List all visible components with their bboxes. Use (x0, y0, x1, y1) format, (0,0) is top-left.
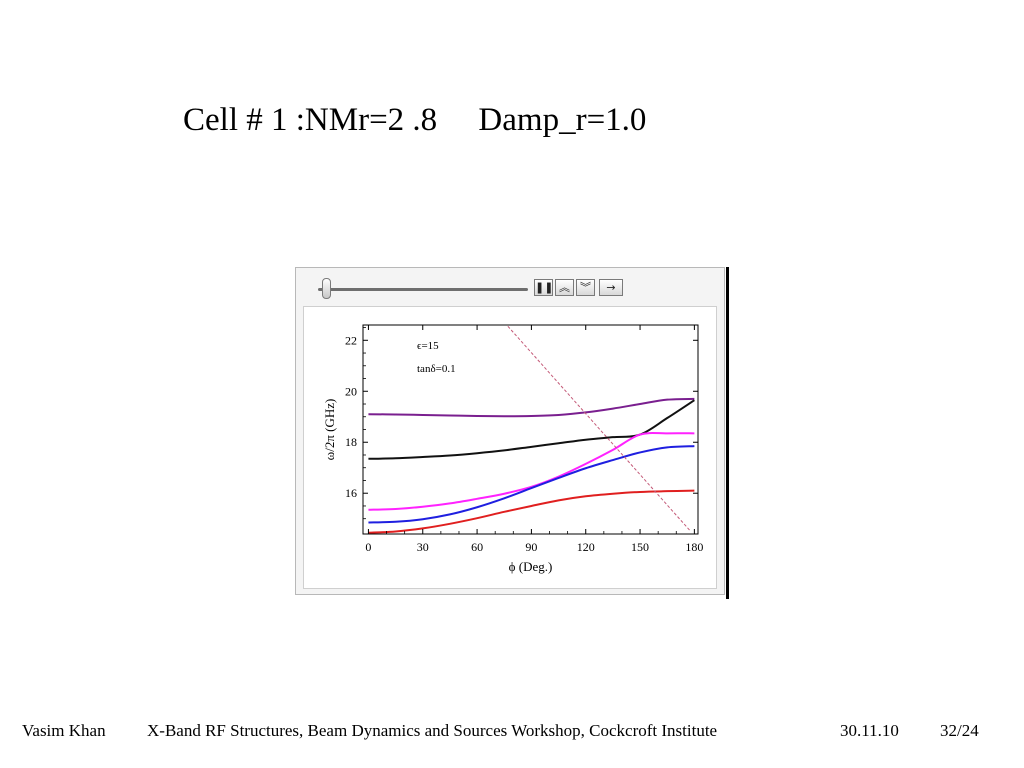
dispersion-series-1 (368, 397, 695, 418)
double-chevron-down-icon: ︾ (580, 281, 591, 294)
x-tick-label: 150 (631, 540, 649, 554)
series-layer (368, 325, 695, 534)
pause-icon: ❚❚ (535, 281, 554, 294)
footer-author: Vasim Khan (22, 721, 106, 740)
plot-frame (362, 324, 699, 535)
x-tick-label: 90 (525, 540, 537, 554)
slower-button[interactable]: ︾ (576, 279, 595, 296)
footer-date: 30.11.10 (840, 721, 899, 740)
y-tick-label: 20 (345, 384, 357, 398)
dispersion-series-2 (368, 399, 695, 460)
animation-slider-track[interactable] (318, 288, 528, 291)
annotation-epsilon: ϵ=15 (417, 340, 439, 352)
dispersion-chart: 0 30 60 90 120 150 180 16 18 20 22 ϵ=15 tanδ=0.1 ϕ… (322, 324, 703, 574)
double-chevron-up-icon: ︽ (559, 281, 570, 294)
y-tick-label: 18 (345, 435, 357, 449)
y-tick-label: 16 (345, 486, 357, 500)
annotation-tan-delta: tanδ=0.1 (417, 363, 456, 375)
slide-divider-bar (726, 267, 729, 599)
ticks-layer: 0 30 60 90 120 150 180 16 18 20 22 (345, 325, 703, 554)
x-tick-label: 30 (417, 540, 429, 554)
x-axis-label: ϕ (Deg.) (509, 559, 553, 574)
footer-page-number: 32/24 (940, 721, 979, 740)
direction-button[interactable]: → (599, 279, 623, 296)
x-tick-label: 60 (471, 540, 483, 554)
footer-event: X-Band RF Structures, Beam Dynamics and … (147, 721, 718, 740)
y-axis-label: ω/2π (GHz) (322, 399, 337, 461)
plot-panel: 0 30 60 90 120 150 180 16 18 20 22 ϵ=15 tanδ=0.1 ϕ… (303, 306, 717, 589)
dispersion-series-3 (368, 432, 695, 511)
dispersion-series-5 (368, 489, 695, 534)
y-tick-label: 22 (345, 333, 357, 347)
animation-slider-thumb[interactable] (322, 278, 331, 299)
slide-title: Cell # 1 :NMr=2 .8 Damp_r=1.0 (183, 102, 647, 138)
x-tick-label: 180 (685, 540, 703, 554)
x-tick-label: 0 (365, 540, 371, 554)
manipulate-panel: ❚❚ ︽ ︾ → 0 30 60 90 120 150 180 16 18 20 22 ϵ=15 t… (295, 267, 725, 595)
pause-button[interactable]: ❚❚ (534, 279, 553, 296)
x-tick-label: 120 (577, 540, 595, 554)
dispersion-series-4 (368, 445, 695, 524)
light-line-series (507, 325, 692, 532)
arrow-right-icon: → (606, 281, 616, 294)
faster-button[interactable]: ︽ (555, 279, 574, 296)
